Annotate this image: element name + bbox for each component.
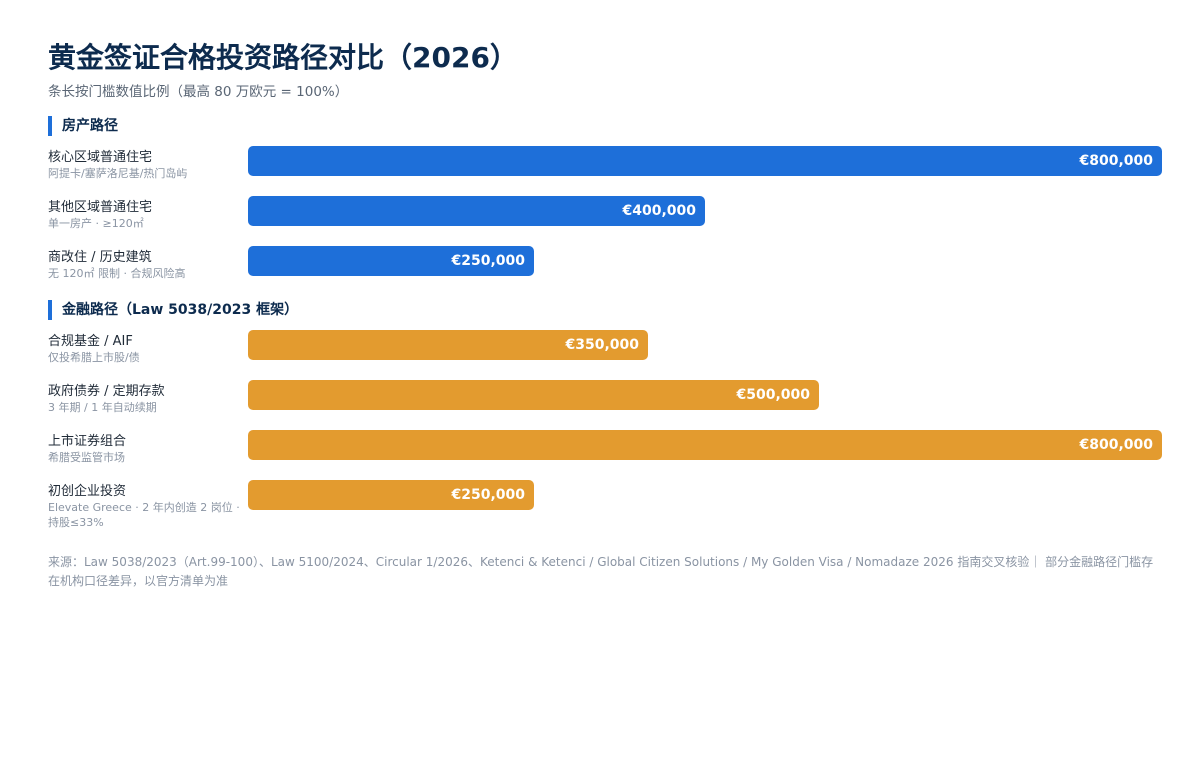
bar: €400,000	[248, 196, 705, 226]
category-label: 其他区域普通住宅 单一房产 · ≥120㎡	[48, 200, 243, 231]
bar: €250,000	[248, 246, 534, 276]
category-note: 无 120㎡ 限制 · 合规风险高	[48, 267, 186, 280]
category-label: 初创企业投资 Elevate Greece · 2 年内创造 2 岗位 · 持股≤…	[48, 484, 243, 530]
category-note: Elevate Greece · 2 年内创造 2 岗位 · 持股≤33%	[48, 501, 240, 529]
category-note: 3 年期 / 1 年自动续期	[48, 401, 157, 414]
data-label: €250,000	[451, 253, 525, 269]
bar: €800,000	[248, 430, 1162, 460]
category-label: 核心区域普通住宅阿提卡/塞萨洛尼基/热门岛屿	[48, 150, 243, 181]
data-label: €400,000	[622, 203, 696, 219]
category-name: 商改住 / 历史建筑	[48, 250, 152, 265]
category-name: 核心区域普通住宅	[48, 150, 153, 165]
category-name: 合规基金 / AIF	[48, 334, 133, 349]
category-note: 希腊受监管市场	[48, 451, 125, 464]
data-label: €800,000	[1079, 153, 1153, 169]
category-label: 合规基金 / AIF 仅投希腊上市股/债	[48, 334, 243, 365]
category-name: 政府债券 / 定期存款	[48, 384, 165, 399]
chart-subtitle: 条长按门槛数值比例（最高 80 万欧元 = 100%）	[48, 84, 349, 100]
category-label: 上市证券组合 希腊受监管市场	[48, 434, 243, 465]
data-label: €250,000	[451, 487, 525, 503]
category-name: 上市证券组合	[48, 434, 127, 449]
category-name: 初创企业投资	[48, 484, 127, 499]
section-header: 金融路径（Law 5038/2023 框架）	[48, 300, 298, 320]
category-label: 政府债券 / 定期存款 3 年期 / 1 年自动续期	[48, 384, 243, 415]
section-header: 房产路径	[48, 116, 118, 136]
data-label: €350,000	[565, 337, 639, 353]
category-label: 商改住 / 历史建筑无 120㎡ 限制 · 合规风险高	[48, 250, 243, 281]
bar: €350,000	[248, 330, 648, 360]
chart-title: 黄金签证合格投资路径对比（2026）	[48, 41, 518, 74]
category-name: 其他区域普通住宅	[48, 200, 153, 215]
category-note: 单一房产 · ≥120㎡	[48, 217, 144, 230]
category-note: 仅投希腊上市股/债	[48, 351, 140, 364]
data-label: €500,000	[736, 387, 810, 403]
category-note: 阿提卡/塞萨洛尼基/热门岛屿	[48, 167, 188, 180]
data-label: €800,000	[1079, 437, 1153, 453]
bar: €250,000	[248, 480, 534, 510]
source-footnote: 来源：Law 5038/2023（Art.99-100）、Law 5100/20…	[48, 555, 1154, 588]
bar: €800,000	[248, 146, 1162, 176]
bar: €500,000	[248, 380, 819, 410]
